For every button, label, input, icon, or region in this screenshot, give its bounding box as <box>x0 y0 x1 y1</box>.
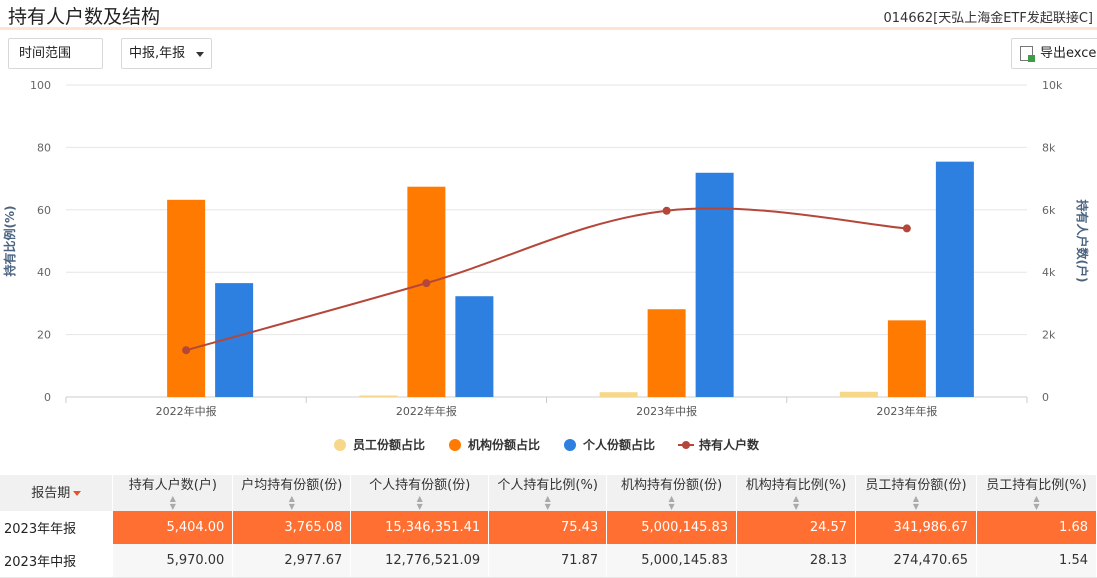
legend-label-0: 员工份额占比 <box>353 437 425 452</box>
cell-inst-shares: 5,000,145.83 <box>606 544 738 578</box>
col-header-holders[interactable]: 持有人户数(户) ▲ ▼ <box>112 475 234 511</box>
line-series-0 <box>185 207 907 352</box>
cell-staff-shares: 274,470.65 <box>855 544 977 578</box>
legend-marker-1 <box>449 439 461 451</box>
y-tick-label: 80 <box>37 141 51 154</box>
y-tick-label: 60 <box>37 204 51 217</box>
bar-2-1 <box>455 296 494 397</box>
legend-label-2: 个人份额占比 <box>582 437 655 452</box>
line-point-3 <box>902 224 911 233</box>
col-header-inst-shares[interactable]: 机构持有份额(份) ▲ ▼ <box>606 475 738 511</box>
holder-structure-chart: 0 20 40 60 80 100 0 2k 4k 6k 8k 10k 2022年中报 2022年年报 20… <box>2 79 1090 452</box>
table-row: 2023年中报 5,970.00 2,977.67 12,776,521.09 … <box>0 544 1097 578</box>
y2-tick-label: 0 <box>1042 391 1049 404</box>
y-tick-label: 100 <box>30 79 51 92</box>
sort-icon: ▲ ▼ <box>416 494 423 511</box>
sort-icon: ▲ ▼ <box>544 494 551 511</box>
sort-icon: ▲ ▼ <box>792 494 800 511</box>
cell-holders: 5,404.00 <box>112 511 234 544</box>
bar-0-2 <box>599 392 638 397</box>
col-header-staff-ratio[interactable]: 员工持有比例(%) ▲ ▼ <box>976 475 1097 511</box>
line-point-0 <box>182 346 191 355</box>
page-title: 持有人户数及结构 <box>8 6 161 28</box>
cell-personal-shares: 15,346,351.41 <box>350 511 490 544</box>
x-tick-label: 2023年年报 <box>876 404 937 418</box>
x-tick-label: 2022年年报 <box>396 404 457 418</box>
line-point-1 <box>422 279 431 288</box>
table-row: 2023年年报 5,404.00 3,765.08 15,346,351.41 … <box>0 511 1097 544</box>
y-tick-label: 20 <box>37 329 51 342</box>
y2-tick-label: 6k <box>1042 204 1056 217</box>
cell-period: 2023年年报 <box>0 511 114 544</box>
legend-label-1: 机构份额占比 <box>468 437 540 452</box>
time-range-button[interactable]: 时间范围 <box>8 38 103 69</box>
y2-tick-label: 2k <box>1042 329 1056 342</box>
y-tick-label: 40 <box>37 266 51 279</box>
y2-tick-label: 10k <box>1042 79 1063 92</box>
cell-staff-shares: 341,986.67 <box>855 511 977 544</box>
y-axis-title: 持有比例(%) <box>2 206 17 277</box>
y2-axis-title: 持有人户数(户) <box>1075 200 1090 283</box>
col-header-period[interactable]: 报告期 <box>0 475 114 511</box>
cell-avg-shares: 3,765.08 <box>232 511 352 544</box>
bar-0-3 <box>839 391 878 397</box>
y2-tick-label: 8k <box>1042 141 1056 154</box>
col-header-inst-ratio[interactable]: 机构持有比例(%) ▲ ▼ <box>736 475 857 511</box>
cell-personal-ratio: 71.87 <box>488 544 608 578</box>
x-tick-label: 2022年中报 <box>156 404 217 418</box>
bar-2-3 <box>935 161 974 397</box>
export-excel-button[interactable]: 导出excel <box>1011 38 1097 69</box>
cell-staff-ratio: 1.68 <box>976 511 1097 544</box>
cell-inst-shares: 5,000,145.83 <box>606 511 738 544</box>
col-header-personal-shares[interactable]: 个人持有份额(份) ▲ ▼ <box>350 475 490 511</box>
col-header-avg-shares[interactable]: 户均持有份额(份) ▲ ▼ <box>232 475 352 511</box>
legend-marker-2 <box>564 439 576 451</box>
bar-1-1 <box>407 186 446 397</box>
cell-staff-ratio: 1.54 <box>976 544 1097 578</box>
period-select[interactable]: 中报,年报 <box>121 38 212 69</box>
legend-label-3: 持有人户数 <box>699 437 760 452</box>
chevron-down-icon <box>196 52 204 57</box>
cell-holders: 5,970.00 <box>112 544 234 578</box>
sort-icon: ▲ ▼ <box>668 494 675 511</box>
bar-1-0 <box>167 199 206 397</box>
col-header-staff-shares[interactable]: 员工持有份额(份) ▲ ▼ <box>855 475 977 511</box>
period-select-value: 中报,年报 <box>129 46 186 61</box>
legend-marker-dot-3 <box>682 441 690 449</box>
cell-period: 2023年中报 <box>0 544 114 578</box>
sort-icon: ▲ ▼ <box>912 494 920 511</box>
table-header-row: 报告期 持有人户数(户) ▲ ▼ 户均持有份额(份) ▲ ▼ 个人持有份额(份) ▲ ▼ 个… <box>0 475 1097 511</box>
line-point-2 <box>662 206 671 215</box>
cell-personal-shares: 12,776,521.09 <box>350 544 490 578</box>
page-header: 持有人户数及结构 014662[天弘上海金ETF发起联接C] <box>0 0 1097 30</box>
cell-personal-ratio: 75.43 <box>488 511 608 544</box>
cell-inst-ratio: 24.57 <box>736 511 857 544</box>
bar-0-1 <box>359 395 398 397</box>
sort-icon: ▲ ▼ <box>288 494 295 511</box>
y-tick-label: 0 <box>44 391 51 404</box>
holder-table: 报告期 持有人户数(户) ▲ ▼ 户均持有份额(份) ▲ ▼ 个人持有份额(份) ▲ ▼ 个… <box>0 475 1097 578</box>
bar-1-2 <box>647 309 686 397</box>
y2-tick-label: 4k <box>1042 266 1056 279</box>
sort-icon: ▲ ▼ <box>169 494 176 511</box>
excel-icon <box>1020 46 1035 62</box>
legend-marker-0 <box>334 439 346 451</box>
col-header-personal-ratio[interactable]: 个人持有比例(%) ▲ ▼ <box>488 475 608 511</box>
export-excel-label: 导出excel <box>1040 46 1097 61</box>
time-range-label: 时间范围 <box>19 46 72 61</box>
sort-desc-icon <box>73 490 82 496</box>
bar-1-3 <box>887 320 926 397</box>
x-tick-label: 2023年中报 <box>636 404 697 418</box>
cell-inst-ratio: 28.13 <box>736 544 857 578</box>
cell-avg-shares: 2,977.67 <box>232 544 352 578</box>
bar-2-2 <box>695 172 734 397</box>
sort-icon: ▲ ▼ <box>1033 494 1040 511</box>
fund-name: 014662[天弘上海金ETF发起联接C] <box>883 11 1093 26</box>
